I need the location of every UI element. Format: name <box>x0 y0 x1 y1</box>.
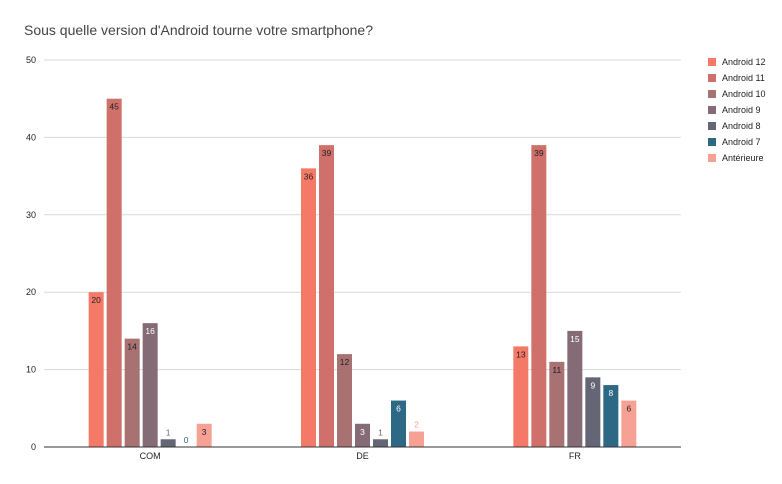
legend-item: Android 10 <box>708 86 766 102</box>
y-tick-label: 0 <box>31 442 36 452</box>
data-label: 36 <box>304 171 314 181</box>
y-tick-label: 40 <box>26 132 36 142</box>
data-label: 1 <box>378 427 383 437</box>
data-label: 15 <box>570 334 580 344</box>
data-label: 8 <box>608 388 613 398</box>
y-tick-label: 20 <box>26 287 36 297</box>
bar <box>106 98 122 447</box>
bar <box>319 145 334 447</box>
legend-label: Android 10 <box>722 89 766 99</box>
data-label: 6 <box>396 404 401 414</box>
legend-label: Android 12 <box>722 57 766 67</box>
bar <box>549 361 565 447</box>
bar <box>531 145 547 447</box>
data-label: 1 <box>166 427 171 437</box>
bar <box>373 439 388 447</box>
bar <box>603 385 619 447</box>
legend-swatch <box>708 90 716 98</box>
gridlines <box>44 59 681 371</box>
data-label: 45 <box>109 102 119 112</box>
data-label: 13 <box>516 349 526 359</box>
data-label: 14 <box>127 342 137 352</box>
legend-item: Android 11 <box>708 70 766 86</box>
y-tick-label: 50 <box>26 55 36 65</box>
legend-swatch <box>708 106 716 114</box>
y-tick-label: 10 <box>26 365 36 375</box>
legend-swatch <box>708 122 716 130</box>
legend-label: Android 11 <box>722 73 765 83</box>
x-tick-label: FR <box>569 451 581 461</box>
y-tick-label: 30 <box>26 210 36 220</box>
bar <box>301 168 316 448</box>
legend-item: Android 8 <box>708 118 766 134</box>
legend-label: Android 8 <box>722 121 761 131</box>
data-label: 3 <box>360 427 365 437</box>
legend-label: Antérieure <box>722 153 764 163</box>
bar <box>355 423 370 447</box>
y-axis-ticks: 0 10 20 30 40 50 <box>26 55 36 452</box>
bar <box>567 330 583 447</box>
legend-item: Android 12 <box>708 54 766 70</box>
data-label: 39 <box>534 148 544 158</box>
data-label: 6 <box>626 404 631 414</box>
legend-swatch <box>708 74 716 82</box>
x-tick-label: DE <box>356 451 369 461</box>
chart-title: Sous quelle version d'Android tourne vot… <box>24 22 373 38</box>
legend-item: Android 9 <box>708 102 766 118</box>
bar <box>196 423 212 447</box>
bars <box>88 98 637 448</box>
legend-label: Android 7 <box>722 137 761 147</box>
data-label: 3 <box>202 427 207 437</box>
data-label: 2 <box>414 420 419 430</box>
data-label: 12 <box>340 357 350 367</box>
data-label: 20 <box>91 295 101 305</box>
bar <box>124 338 140 447</box>
bar <box>513 346 529 447</box>
legend-label: Android 9 <box>722 105 761 115</box>
bar <box>391 400 406 447</box>
legend: Android 12 Android 11 Android 10 Android 9 A… <box>708 54 766 166</box>
legend-swatch <box>708 138 716 146</box>
data-label: 0 <box>184 435 189 445</box>
bar <box>585 377 601 447</box>
legend-swatch <box>708 58 716 66</box>
data-label: 9 <box>590 380 595 390</box>
bar <box>142 323 158 447</box>
legend-item: Antérieure <box>708 150 766 166</box>
bar <box>409 431 424 447</box>
bar <box>621 400 637 447</box>
data-label: 11 <box>552 365 561 375</box>
legend-item: Android 7 <box>708 134 766 150</box>
x-axis-ticks: COM DE FR <box>140 451 582 461</box>
data-label: 16 <box>145 326 155 336</box>
data-label: 39 <box>322 148 332 158</box>
bar <box>337 354 352 447</box>
bar <box>88 292 104 447</box>
legend-swatch <box>708 154 716 162</box>
bar <box>160 439 176 447</box>
x-tick-label: COM <box>140 451 161 461</box>
